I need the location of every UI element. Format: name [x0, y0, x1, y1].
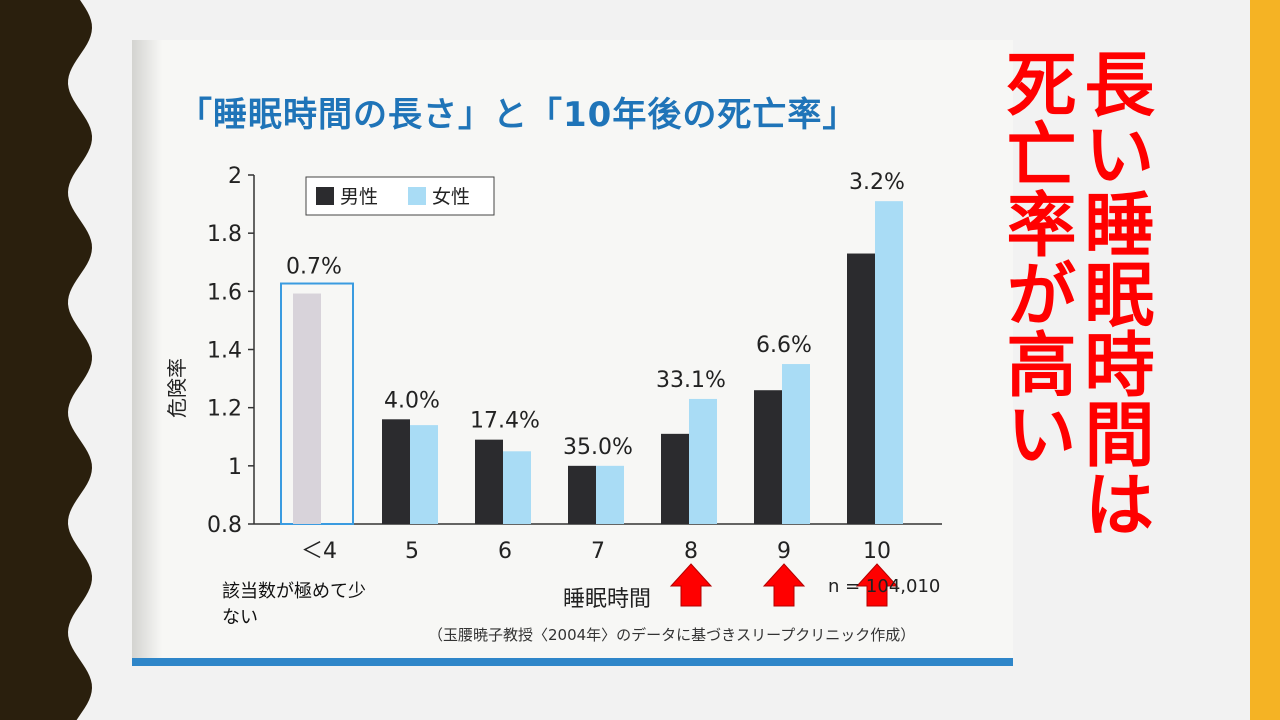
sample-size-label: n = 104,010 [828, 576, 941, 597]
y-tick-label: 1.6 [207, 280, 242, 305]
up-arrow-icon [855, 563, 899, 607]
left-wave-band [0, 0, 92, 720]
bar-female-10 [875, 201, 903, 525]
up-arrow-icon [669, 563, 713, 607]
y-axis-label: 危険率 [165, 358, 189, 418]
up-arrow-icon [762, 563, 806, 607]
y-tick-label: 1.2 [207, 397, 242, 422]
scan-bottom-rule [132, 658, 1013, 666]
low-count-note: 該当数が極めて少ない [222, 581, 366, 628]
x-tick-label: 10 [863, 539, 891, 564]
bar-percent-label: 33.1% [656, 368, 726, 393]
bar-female-6 [503, 451, 531, 524]
x-tick-label: ＜4 [301, 539, 337, 564]
x-axis-label: 睡眠時間 [563, 587, 651, 612]
legend-label-female: 女性 [432, 186, 470, 208]
bar-percent-label: 4.0% [384, 388, 440, 413]
source-credit: （玉腰暁子教授〈2004年〉のデータに基づきスリープクリニック作成） [428, 626, 916, 644]
x-tick-label: 6 [498, 539, 512, 564]
y-tick-label: 1.8 [207, 222, 242, 247]
bar-percent-label: 6.6% [756, 333, 812, 358]
bar-male-5 [382, 419, 410, 524]
scan-edge-shadow [132, 40, 162, 666]
x-tick-label: 9 [777, 539, 791, 564]
bar-faded [293, 293, 321, 524]
x-tick-label: 5 [405, 539, 419, 564]
legend-box [305, 176, 495, 216]
chart-title: 「睡眠時間の長さ」と「10年後の死亡率」 [178, 95, 858, 135]
y-tick-label: 1 [228, 455, 242, 480]
bar-male-10 [847, 253, 875, 524]
bar-male-6 [475, 439, 503, 524]
y-tick-label: 0.8 [207, 513, 242, 538]
bar-female-7 [596, 465, 624, 524]
bar-female-8 [689, 398, 717, 524]
bar-male-8 [661, 433, 689, 524]
bar-female-5 [410, 425, 438, 524]
x-tick-label: 7 [591, 539, 605, 564]
bar-percent-label: 35.0% [563, 435, 633, 460]
bar-percent-label: 0.7% [286, 255, 342, 280]
x-tick-label: 8 [684, 539, 698, 564]
bar-male-9 [754, 390, 782, 524]
legend-swatch-male [316, 187, 334, 205]
bar-percent-label: 3.2% [849, 170, 905, 195]
callout-line-1: 長い睡眠時間は [1073, 48, 1155, 538]
y-tick-label: 1.4 [207, 339, 242, 364]
bar-percent-label: 17.4% [470, 409, 540, 434]
right-accent-band [1250, 0, 1280, 720]
callout-line-2: 死亡率が高い [995, 48, 1077, 468]
y-tick-label: 2 [228, 164, 242, 189]
bar-female-9 [782, 364, 810, 524]
legend-swatch-female [408, 187, 426, 205]
legend-label-male: 男性 [340, 186, 378, 208]
bar-male-7 [568, 465, 596, 524]
